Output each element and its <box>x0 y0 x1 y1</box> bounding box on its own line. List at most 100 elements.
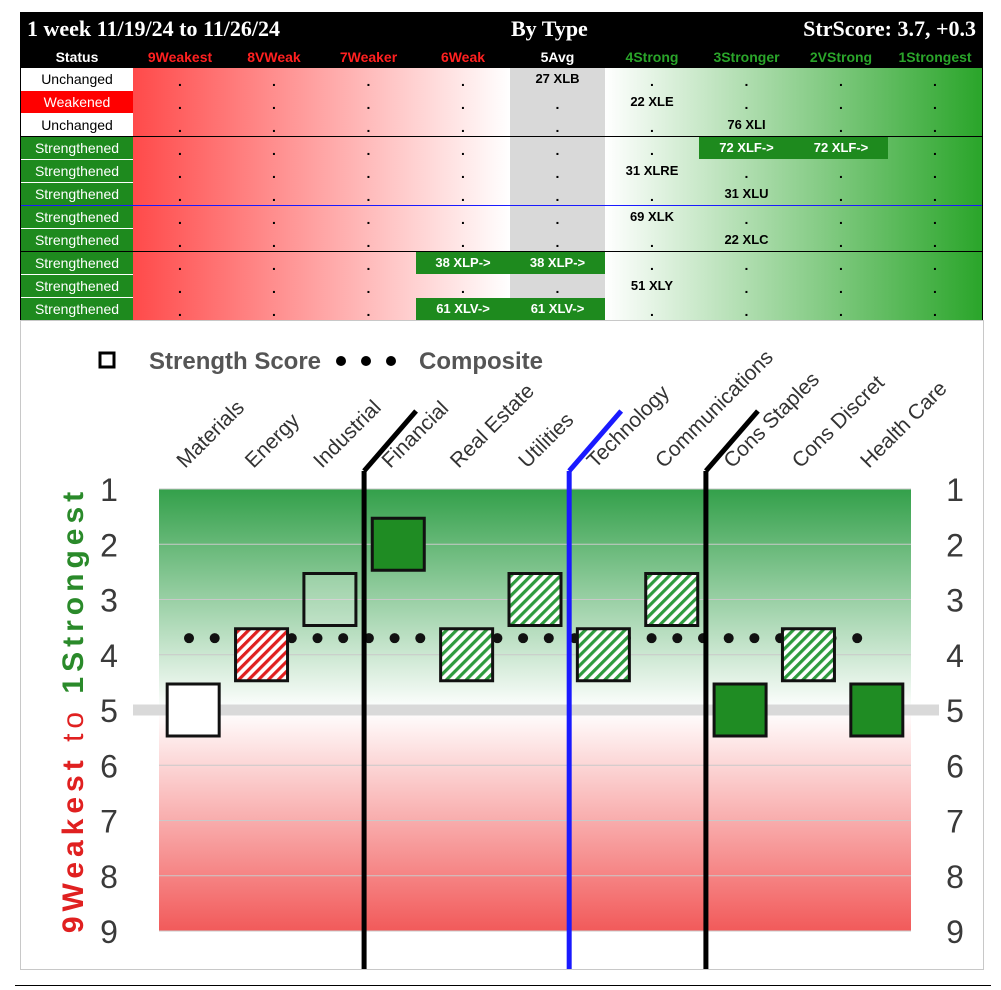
sector-divider-slant <box>567 409 624 473</box>
score-square-6 <box>575 627 631 683</box>
composite-dot <box>338 633 349 644</box>
empty-cell-dot: . <box>366 165 371 181</box>
grouping-label: By Type <box>511 16 588 41</box>
composite-dot <box>184 633 194 644</box>
empty-cell-dot: . <box>461 211 465 227</box>
ticker-cell: 69 XLK <box>629 209 675 224</box>
column-header-7: 3Stronger <box>699 46 794 68</box>
empty-cell-dot: . <box>839 188 843 204</box>
bottom-border <box>15 985 991 986</box>
empty-cell-dot: . <box>839 211 843 227</box>
empty-cell-dot: . <box>461 73 465 89</box>
empty-cell-dot: . <box>555 142 560 158</box>
y-tick-label-right: 3 <box>946 583 964 619</box>
empty-cell-dot: . <box>366 303 371 319</box>
empty-cell-dot: . <box>178 119 182 135</box>
composite-dot <box>852 633 863 644</box>
ticker-cell: 38 XLP-> <box>416 252 510 274</box>
group-divider <box>21 251 982 252</box>
empty-cell-dot: . <box>366 234 371 250</box>
category-label: Communications <box>651 346 778 473</box>
empty-cell-dot: . <box>461 188 465 204</box>
period-label: 1 week 11/19/24 to 11/26/24 <box>27 16 280 41</box>
empty-cell-dot: . <box>650 142 654 158</box>
composite-dot <box>312 633 323 644</box>
empty-cell-dot: . <box>839 280 843 296</box>
empty-cell-dot: . <box>272 96 276 112</box>
sector-divider-slant <box>704 409 760 473</box>
empty-cell-dot: . <box>555 119 560 135</box>
empty-cell-dot: . <box>366 142 371 158</box>
empty-cell-dot: . <box>555 188 560 204</box>
empty-cell-dot: . <box>461 280 465 296</box>
column-header-6: 4Strong <box>605 46 699 68</box>
legend-dot-icon <box>361 356 371 366</box>
y-tick-label-right: 7 <box>946 804 964 840</box>
composite-dot <box>389 633 400 644</box>
column-header-0: Status <box>21 46 133 68</box>
column-header-1: 9Weakest <box>133 46 227 68</box>
ticker-cell: 72 XLF-> <box>699 137 794 159</box>
empty-cell-dot: . <box>272 280 276 296</box>
strong-gradient-band <box>605 68 982 321</box>
empty-cell-dot: . <box>933 142 937 158</box>
empty-cell-dot: . <box>839 165 843 181</box>
y-axis-title: 9Weakest to 1Strongest <box>57 487 90 933</box>
empty-cell-dot: . <box>933 73 937 89</box>
empty-cell-dot: . <box>272 188 276 204</box>
ticker-cell: 31 XLRE <box>625 163 679 178</box>
empty-cell-dot: . <box>650 257 654 273</box>
empty-cell-dot: . <box>933 303 937 319</box>
empty-cell-dot: . <box>555 211 560 227</box>
strength-chart-svg: 1 1 2 2 3 3 4 4 5 5 6 6 7 7 8 8 9 9 9Weakest to 1Strongest… <box>57 346 964 969</box>
empty-cell-dot: . <box>555 280 560 296</box>
empty-cell-dot: . <box>272 165 276 181</box>
empty-cell-dot: . <box>461 142 465 158</box>
composite-dot <box>749 633 760 644</box>
average-band <box>510 68 605 321</box>
empty-cell-dot: . <box>461 234 465 250</box>
empty-cell-dot: . <box>839 257 843 273</box>
status-label: Unchanged <box>21 114 133 136</box>
score-square-5 <box>507 572 563 627</box>
empty-cell-dot: . <box>933 96 937 112</box>
empty-cell-dot: . <box>744 96 749 112</box>
legend-dot-icon <box>336 356 346 366</box>
y-tick-label-left: 1 <box>100 472 118 508</box>
empty-cell-dot: . <box>178 188 182 204</box>
column-header-9: 1Strongest <box>888 46 982 68</box>
empty-cell-dot: . <box>272 257 276 273</box>
weak-gradient-band <box>133 68 510 321</box>
empty-cell-dot: . <box>555 96 560 112</box>
y-tick-label-right: 5 <box>946 693 964 729</box>
composite-dot <box>492 633 503 644</box>
group-divider <box>21 136 982 137</box>
empty-cell-dot: . <box>178 73 182 89</box>
empty-cell-dot: . <box>744 303 749 319</box>
composite-dot <box>723 633 734 644</box>
score-square-2 <box>302 572 358 627</box>
empty-cell-dot: . <box>839 73 843 89</box>
empty-cell-dot: . <box>933 119 937 135</box>
legend-strength-score: Strength Score <box>149 348 321 375</box>
ticker-cell: 31 XLU <box>724 186 769 201</box>
empty-cell-dot: . <box>650 303 654 319</box>
ticker-cell: 22 XLC <box>724 232 769 247</box>
empty-cell-dot: . <box>366 188 371 204</box>
empty-cell-dot: . <box>555 234 560 250</box>
empty-cell-dot: . <box>933 280 937 296</box>
empty-cell-dot: . <box>839 303 843 319</box>
empty-cell-dot: . <box>366 211 371 227</box>
empty-cell-dot: . <box>933 234 937 250</box>
category-label: Materials <box>172 396 249 473</box>
ticker-cell: 61 XLV-> <box>416 298 510 320</box>
empty-cell-dot: . <box>366 96 371 112</box>
group-divider <box>21 205 982 206</box>
empty-cell-dot: . <box>933 188 937 204</box>
empty-cell-dot: . <box>650 188 654 204</box>
empty-cell-dot: . <box>178 211 182 227</box>
empty-cell-dot: . <box>933 211 937 227</box>
status-label: Unchanged <box>21 68 133 90</box>
empty-cell-dot: . <box>461 165 465 181</box>
empty-cell-dot: . <box>933 165 937 181</box>
